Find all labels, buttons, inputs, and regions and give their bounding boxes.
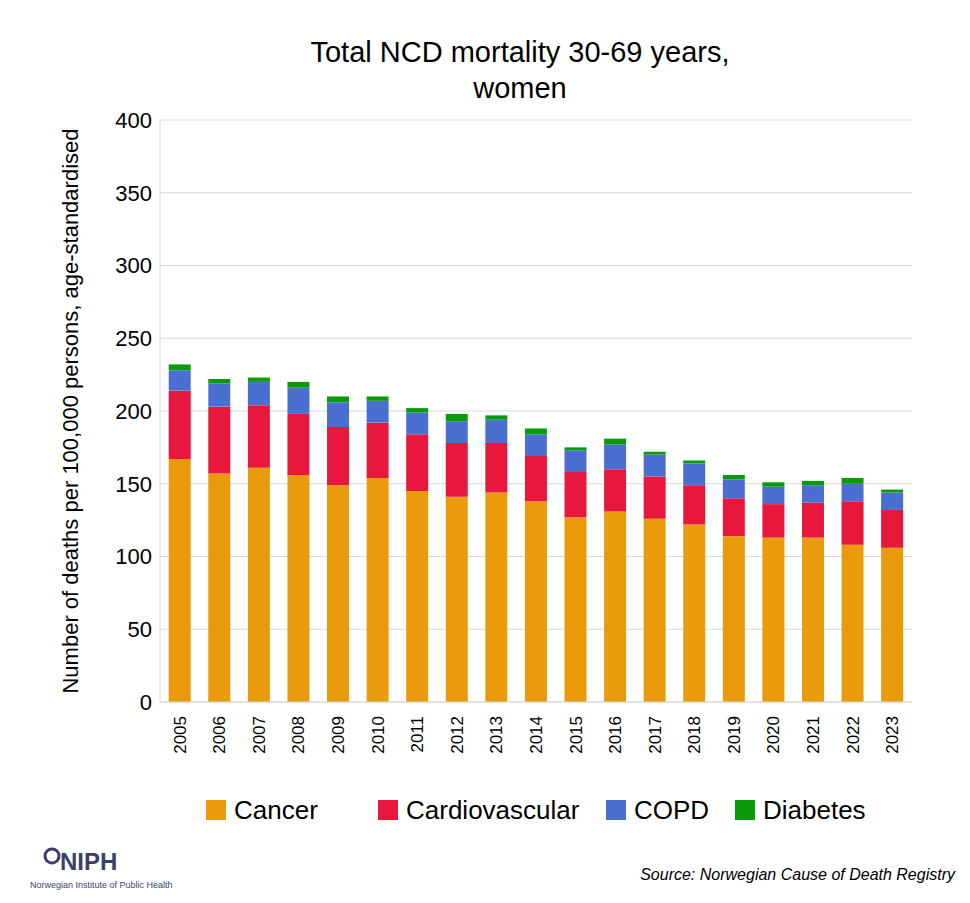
svg-text:400: 400	[115, 108, 152, 133]
svg-text:2013: 2013	[487, 716, 506, 754]
svg-text:Diabetes: Diabetes	[763, 795, 866, 825]
svg-text:2010: 2010	[369, 716, 388, 754]
svg-text:2014: 2014	[527, 716, 546, 754]
svg-text:2009: 2009	[329, 716, 348, 754]
svg-text:2022: 2022	[844, 716, 863, 754]
svg-text:2020: 2020	[764, 716, 783, 754]
svg-text:COPD: COPD	[634, 795, 709, 825]
svg-text:300: 300	[115, 253, 152, 278]
svg-text:2012: 2012	[448, 716, 467, 754]
svg-text:2007: 2007	[250, 716, 269, 754]
svg-text:Cardiovascular: Cardiovascular	[406, 795, 580, 825]
svg-text:2011: 2011	[408, 716, 427, 753]
svg-text:Cancer: Cancer	[234, 795, 318, 825]
svg-text:2016: 2016	[606, 716, 625, 754]
svg-text:NIPH: NIPH	[60, 848, 117, 875]
svg-text:0: 0	[140, 690, 152, 715]
svg-text:200: 200	[115, 399, 152, 424]
svg-text:Number of deaths per 100,000 p: Number of deaths per 100,000 persons, ag…	[58, 128, 83, 693]
svg-text:2023: 2023	[883, 716, 902, 754]
svg-text:2006: 2006	[210, 716, 229, 754]
svg-text:2015: 2015	[567, 716, 586, 754]
svg-text:2017: 2017	[646, 716, 665, 754]
svg-text:50: 50	[128, 617, 152, 642]
svg-text:2019: 2019	[725, 716, 744, 754]
svg-text:2018: 2018	[685, 716, 704, 754]
svg-text:350: 350	[115, 181, 152, 206]
svg-text:Total NCD mortality 30-69 year: Total NCD mortality 30-69 years,women	[310, 36, 729, 104]
svg-text:Norwegian Institute of Public: Norwegian Institute of Public Health	[30, 880, 173, 890]
svg-text:2021: 2021	[804, 716, 823, 754]
svg-text:150: 150	[115, 472, 152, 497]
svg-text:2005: 2005	[171, 716, 190, 754]
svg-text:100: 100	[115, 544, 152, 569]
svg-text:250: 250	[115, 326, 152, 351]
svg-text:Source: Norwegian Cause of Dea: Source: Norwegian Cause of Death Registr…	[640, 866, 956, 883]
svg-text:2008: 2008	[289, 716, 308, 754]
